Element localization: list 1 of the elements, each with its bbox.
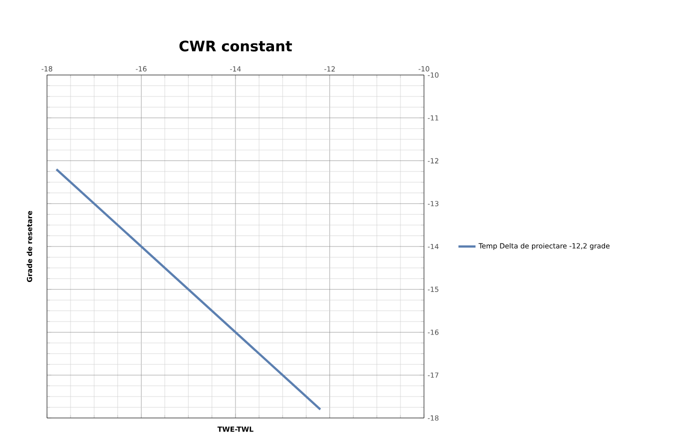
- chart-title: CWR constant: [179, 40, 292, 52]
